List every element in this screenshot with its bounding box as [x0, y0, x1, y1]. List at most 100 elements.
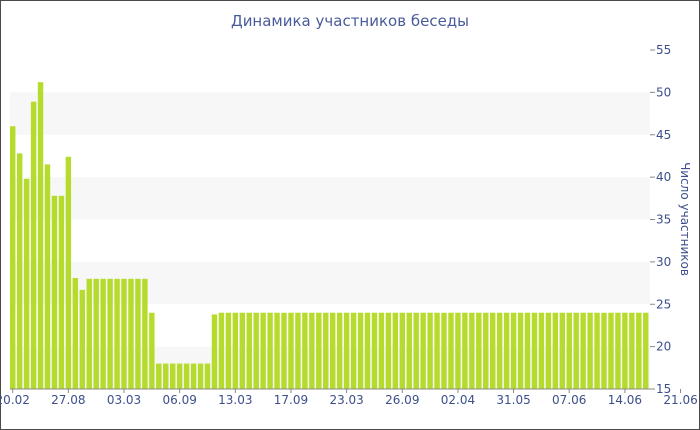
bar [51, 195, 58, 389]
bar [531, 312, 538, 389]
bar [246, 312, 252, 389]
bar [427, 312, 433, 389]
bar [170, 363, 176, 389]
bar [510, 312, 517, 389]
bar [218, 312, 225, 389]
bar [566, 312, 572, 389]
bar [16, 153, 23, 389]
bar [239, 312, 245, 389]
bar [559, 312, 565, 389]
grid-band [10, 177, 650, 220]
y-tick-label: 20 [656, 340, 671, 354]
bar [378, 312, 385, 389]
y-axis-label: Число участников [678, 162, 692, 276]
bar [399, 312, 405, 389]
bar [267, 312, 273, 389]
bar [469, 312, 475, 389]
bar [343, 312, 350, 389]
bar [594, 312, 600, 389]
x-tick-label: 31.05 [496, 393, 530, 407]
bar [156, 363, 162, 389]
bar [496, 312, 503, 389]
bar [323, 312, 329, 389]
bar [309, 312, 315, 389]
bar [295, 312, 301, 389]
bar [413, 312, 419, 389]
bar [253, 312, 259, 389]
x-tick-label: 14.06 [608, 393, 642, 407]
bar [490, 312, 496, 389]
bar [643, 312, 649, 389]
bar [441, 312, 447, 389]
grid-band [10, 92, 650, 135]
x-tick-label: 20.02 [0, 393, 30, 407]
bar [552, 312, 559, 389]
bar [330, 312, 336, 389]
x-tick-label: 03.03 [107, 393, 141, 407]
bar [44, 164, 51, 389]
x-tick-label: 23.03 [329, 393, 363, 407]
y-tick-label: 40 [656, 170, 671, 184]
bar [135, 278, 141, 389]
bar [476, 312, 482, 389]
x-tick-label: 06.09 [162, 393, 196, 407]
bar [622, 312, 628, 389]
bar [503, 312, 510, 389]
y-tick-label: 30 [656, 255, 671, 269]
bar [538, 312, 545, 389]
bar [176, 363, 183, 389]
bar [30, 101, 37, 389]
bar [462, 312, 468, 389]
bar [274, 312, 280, 389]
x-tick-label: 26.09 [385, 393, 419, 407]
bar [545, 312, 552, 389]
bar [629, 312, 635, 389]
bar [357, 312, 364, 389]
bar [517, 312, 524, 389]
bar [580, 312, 586, 389]
bar [608, 312, 614, 389]
bar [455, 312, 461, 389]
bar [23, 178, 30, 389]
bar [183, 363, 190, 389]
bar [385, 312, 392, 389]
bar [573, 312, 579, 389]
bar [232, 312, 239, 389]
x-tick-label: 13.03 [218, 393, 252, 407]
y-tick-label: 45 [656, 128, 671, 142]
y-tick-label: 15 [656, 382, 671, 396]
bar [58, 195, 65, 389]
bar [128, 278, 134, 389]
bar [371, 312, 378, 389]
x-tick-label: 17.09 [274, 393, 308, 407]
bar [288, 312, 294, 389]
bar [93, 278, 99, 389]
bar [524, 312, 531, 389]
bar [190, 363, 197, 389]
x-tick-label: 02.04 [441, 393, 475, 407]
bar [601, 312, 607, 389]
bar [336, 312, 343, 389]
bar [10, 126, 16, 390]
x-ticks: 20.02 27.08 03.03 06.09 13.03 17.09 23.03 26.09… [0, 389, 698, 407]
bar [392, 312, 399, 389]
x-tick-label: 07.06 [552, 393, 586, 407]
bar [37, 82, 44, 389]
y-tick-label: 50 [656, 85, 671, 99]
bar [86, 278, 92, 389]
bar [197, 363, 204, 389]
bar [260, 312, 266, 389]
bar [316, 312, 322, 389]
bar [483, 312, 489, 389]
bar [79, 289, 85, 389]
bar [406, 312, 412, 389]
bar [420, 312, 426, 389]
y-tick-label: 55 [656, 43, 671, 57]
bar [142, 278, 148, 389]
bar [149, 312, 155, 389]
bar [636, 312, 642, 389]
bar [114, 278, 120, 389]
bar [434, 312, 440, 389]
bar [302, 312, 308, 389]
